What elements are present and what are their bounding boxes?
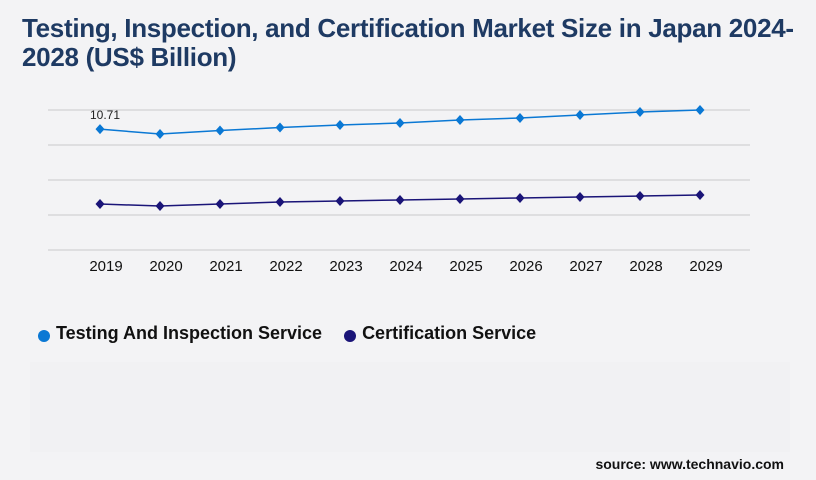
data-point — [515, 192, 525, 203]
x-tick-label: 2024 — [389, 258, 422, 275]
data-point — [455, 193, 465, 204]
x-tick-label: 2029 — [689, 258, 722, 275]
line-chart: 2019 2020 2021 2022 2023 2024 2025 2026 2027 2028… — [48, 105, 750, 275]
data-point — [395, 194, 405, 205]
x-tick-label: 2021 — [209, 258, 242, 275]
data-label: 10.71 — [90, 108, 120, 122]
legend-label-certification: Certification Service — [362, 323, 537, 343]
x-tick-label: 2027 — [569, 258, 602, 275]
data-point — [215, 125, 225, 136]
data-point — [635, 191, 645, 202]
x-tick-label: 2025 — [449, 258, 482, 275]
data-point — [95, 199, 105, 210]
data-point — [695, 105, 705, 115]
data-point — [275, 122, 285, 133]
legend-marker-certification — [344, 329, 357, 342]
data-point — [335, 120, 345, 131]
x-tick-label: 2026 — [509, 258, 542, 275]
legend-label-testing: Testing And Inspection Service — [56, 323, 323, 343]
data-point — [155, 129, 165, 140]
chart-title: Testing, Inspection, and Certification M… — [22, 13, 794, 72]
data-point — [575, 192, 585, 203]
data-point — [215, 199, 225, 210]
data-point — [575, 109, 585, 120]
data-point — [455, 115, 465, 126]
x-tick-label: 2028 — [629, 258, 662, 275]
legend: Testing And Inspection Service Certifica… — [38, 323, 558, 344]
data-point — [635, 107, 645, 118]
source-note: source: www.technavio.com — [595, 456, 784, 472]
data-point — [275, 197, 285, 208]
background-panel — [30, 362, 790, 452]
x-tick-label: 2020 — [149, 258, 182, 275]
data-point — [335, 196, 345, 206]
legend-item-testing: Testing And Inspection Service — [38, 323, 322, 344]
data-point — [395, 117, 405, 128]
legend-marker-testing — [38, 329, 50, 342]
legend-item-certification: Certification Service — [344, 323, 536, 344]
x-tick-label: 2023 — [329, 258, 362, 275]
data-point — [95, 124, 105, 135]
data-point — [155, 200, 165, 211]
data-point — [695, 190, 705, 201]
x-tick-label: 2019 — [89, 258, 122, 275]
data-point — [515, 113, 525, 124]
x-tick-label: 2022 — [269, 258, 302, 275]
